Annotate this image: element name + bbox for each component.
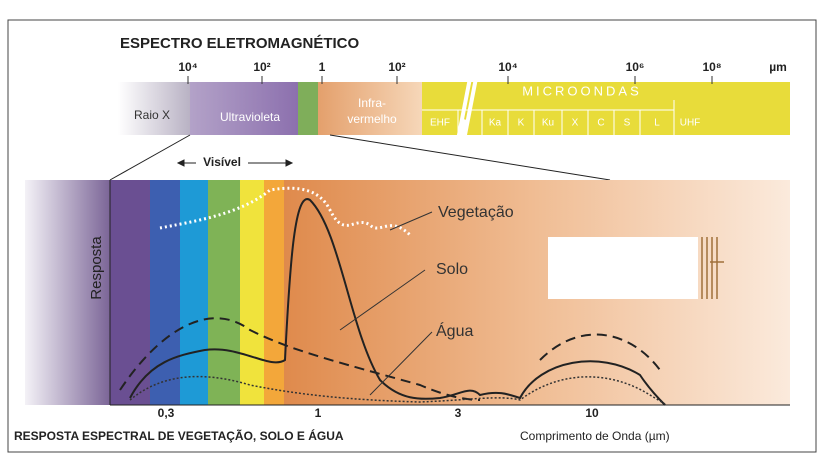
curve-label: Vegetação: [438, 204, 514, 221]
band-label: Raio X: [134, 108, 170, 122]
mw-band: K: [518, 118, 525, 129]
footer-title: RESPOSTA ESPECTRAL DE VEGETAÇÃO, SOLO E …: [14, 428, 344, 443]
zoom-line: [329, 134, 611, 181]
mw-band: S: [624, 118, 631, 129]
x-tick: 0,3: [158, 406, 175, 420]
curve-label: Água: [436, 321, 473, 340]
mw-band: Ku: [542, 118, 554, 129]
frame: [7, 19, 817, 453]
curve-label: Solo: [436, 261, 468, 278]
mw-band: L: [654, 118, 660, 129]
unit: µm: [769, 60, 787, 74]
tick: 10⁶: [626, 60, 645, 74]
band-label: Infra-: [358, 96, 386, 110]
tick: 10²: [388, 60, 405, 74]
mw-band: X: [572, 118, 579, 129]
x-label: Comprimento de Onda (µm): [520, 429, 670, 443]
x-tick: 10: [585, 406, 599, 420]
mw-band: C: [597, 118, 604, 129]
visible-arrow: [176, 159, 294, 167]
x-tick: 1: [315, 406, 322, 420]
x-tick: 3: [455, 406, 462, 420]
response-panel: [25, 180, 790, 406]
tick: 1: [319, 60, 326, 74]
y-label: Resposta: [88, 236, 105, 300]
tick: 10⁴: [178, 60, 197, 74]
mw-band: UHF: [680, 118, 701, 129]
band-label: MICROONDAS: [522, 83, 642, 98]
tick: 10²: [253, 60, 270, 74]
zoom-line: [109, 134, 191, 181]
visible-label: Visível: [203, 155, 241, 169]
band-label: vermelho: [347, 112, 397, 126]
tick: 10⁸: [702, 60, 721, 74]
mw-band: Ka: [489, 118, 502, 129]
spectrum-bar: [118, 77, 790, 141]
tick: 10⁴: [498, 60, 517, 74]
title: ESPECTRO ELETROMAGNÉTICO: [120, 35, 360, 52]
band-label: Ultravioleta: [220, 110, 280, 124]
mw-band: EHF: [430, 118, 450, 129]
